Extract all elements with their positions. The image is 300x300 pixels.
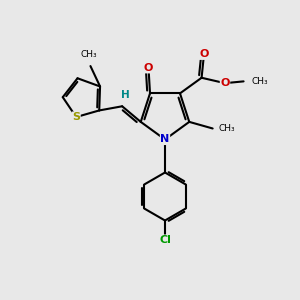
Text: CH₃: CH₃ bbox=[81, 50, 97, 59]
Text: CH₃: CH₃ bbox=[218, 124, 235, 133]
Text: O: O bbox=[144, 63, 153, 73]
Text: Cl: Cl bbox=[159, 235, 171, 245]
Text: O: O bbox=[220, 78, 230, 88]
Text: N: N bbox=[160, 134, 169, 145]
Text: H: H bbox=[121, 90, 130, 100]
Text: S: S bbox=[72, 112, 80, 122]
Text: CH₃: CH₃ bbox=[252, 77, 268, 86]
Text: O: O bbox=[199, 50, 209, 59]
